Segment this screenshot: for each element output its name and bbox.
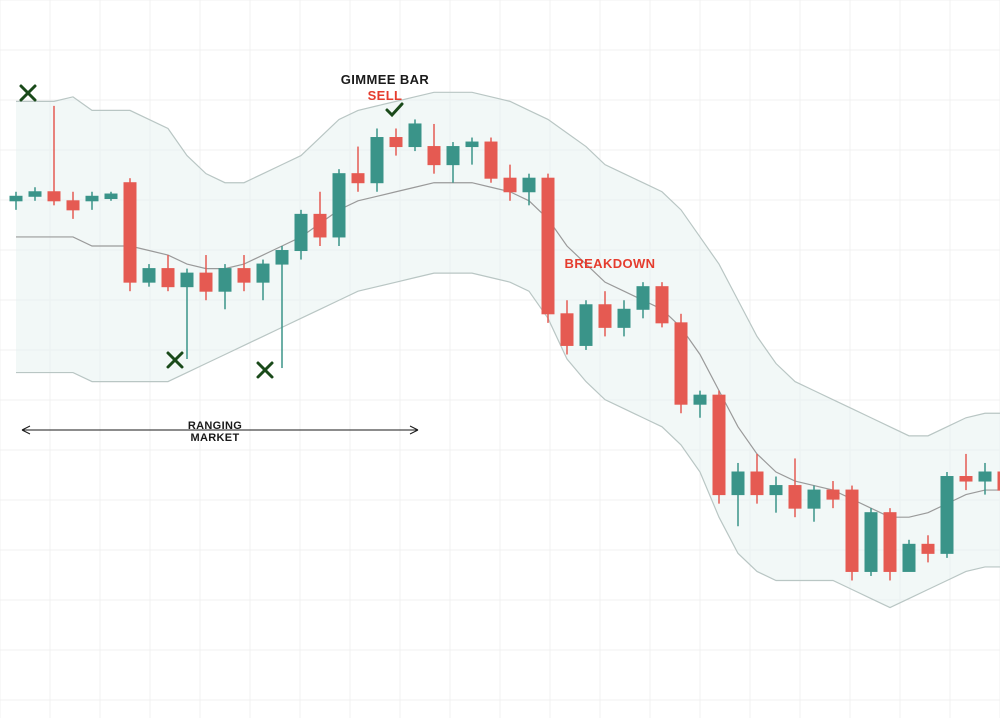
candle — [504, 178, 516, 192]
candle — [257, 264, 269, 282]
candle — [162, 269, 174, 287]
candle — [447, 147, 459, 165]
x-mark-icon — [258, 363, 272, 377]
candle — [751, 472, 763, 495]
candle — [523, 178, 535, 192]
candle — [314, 214, 326, 237]
candle — [10, 196, 22, 201]
candle — [333, 174, 345, 237]
candle — [979, 472, 991, 481]
candle — [200, 273, 212, 291]
candle — [371, 138, 383, 183]
candle — [561, 314, 573, 346]
candle — [143, 269, 155, 283]
candle — [789, 486, 801, 509]
candle — [352, 174, 364, 183]
candle — [618, 309, 630, 327]
candle — [466, 142, 478, 147]
candle — [656, 287, 668, 323]
sell-label: SELL — [340, 88, 430, 103]
candle — [29, 192, 41, 197]
candle — [580, 305, 592, 346]
candle — [770, 486, 782, 495]
candle — [846, 490, 858, 571]
candle — [732, 472, 744, 495]
candle — [48, 192, 60, 201]
breakdown-label: BREAKDOWN — [555, 256, 665, 271]
candle — [428, 147, 440, 165]
candle — [238, 269, 250, 283]
candle — [390, 138, 402, 147]
candle — [941, 477, 953, 554]
gimmee-bar-label: GIMMEE BAR — [340, 72, 430, 87]
candle — [276, 251, 288, 265]
candle — [865, 513, 877, 572]
candle — [922, 544, 934, 553]
candle — [599, 305, 611, 328]
ranging-market-label: RANGING MARKET — [170, 420, 260, 444]
candle — [694, 395, 706, 404]
candle — [675, 323, 687, 404]
candle — [808, 490, 820, 508]
candle — [485, 142, 497, 178]
candle — [884, 513, 896, 572]
candle — [960, 477, 972, 482]
candle — [903, 544, 915, 571]
candle — [295, 214, 307, 250]
candle — [124, 183, 136, 282]
chart-svg — [0, 0, 1000, 718]
candle — [827, 490, 839, 499]
candle — [181, 273, 193, 287]
candle — [542, 178, 554, 314]
candle — [67, 201, 79, 210]
candle — [105, 194, 117, 199]
candle — [637, 287, 649, 310]
x-mark-icon — [21, 86, 35, 100]
candlestick-chart: GIMMEE BAR SELL BREAKDOWN RANGING MARKET — [0, 0, 1000, 718]
candle — [409, 124, 421, 147]
candle — [86, 196, 98, 201]
candle — [219, 269, 231, 292]
candle — [713, 395, 725, 494]
